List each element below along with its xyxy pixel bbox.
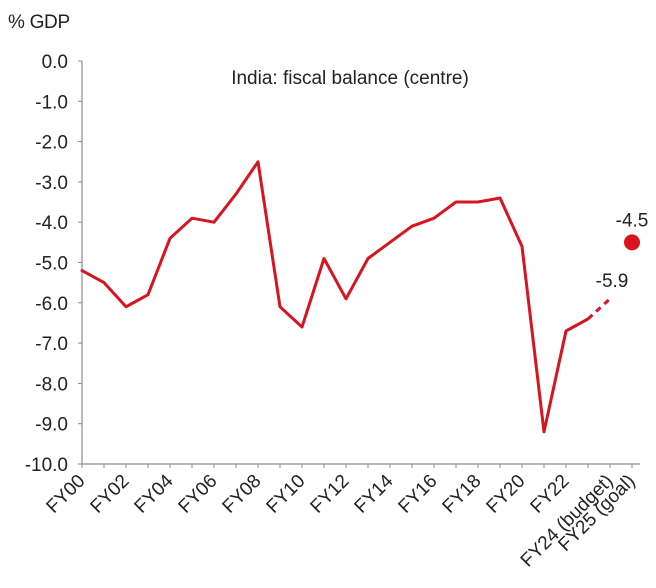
- y-tick-label: -8.0: [35, 374, 68, 395]
- x-tick-label: FY14: [351, 470, 398, 517]
- x-tick-label: FY18: [439, 471, 486, 518]
- x-tick-label: FY00: [43, 471, 90, 518]
- y-tick-label: -7.0: [35, 334, 68, 355]
- series-line-dashed-budget: [586, 297, 612, 321]
- y-tick-label: -3.0: [35, 173, 68, 194]
- chart-title: India: fiscal balance (centre): [231, 68, 469, 89]
- series-line-solid: [80, 160, 590, 434]
- y-tick-label: -5.0: [35, 254, 68, 275]
- y-tick-label: 0.0: [42, 52, 68, 73]
- y-tick-label: -10.0: [25, 455, 68, 476]
- goal-point-marker: [624, 234, 640, 251]
- goal-value-label: -4.5: [616, 210, 649, 231]
- x-tick-label: FY08: [219, 471, 266, 518]
- x-tick-label: FY12: [307, 471, 354, 518]
- x-tick-label: FY10: [263, 471, 310, 518]
- y-tick-label: -2.0: [35, 133, 68, 154]
- x-tick-label: FY06: [175, 471, 222, 518]
- y-axis-unit-label: % GDP: [8, 12, 70, 33]
- x-tick-label: FY16: [395, 471, 442, 518]
- y-tick-label: -1.0: [35, 92, 68, 113]
- y-tick-label: -6.0: [35, 294, 68, 315]
- y-tick-label: -9.0: [35, 415, 68, 436]
- y-tick-label: -4.0: [35, 213, 68, 234]
- x-tick-label: FY02: [87, 471, 134, 518]
- x-tick-label: FY04: [131, 470, 178, 517]
- x-tick-label: FY20: [483, 471, 530, 518]
- budget-value-label: -5.9: [596, 271, 629, 292]
